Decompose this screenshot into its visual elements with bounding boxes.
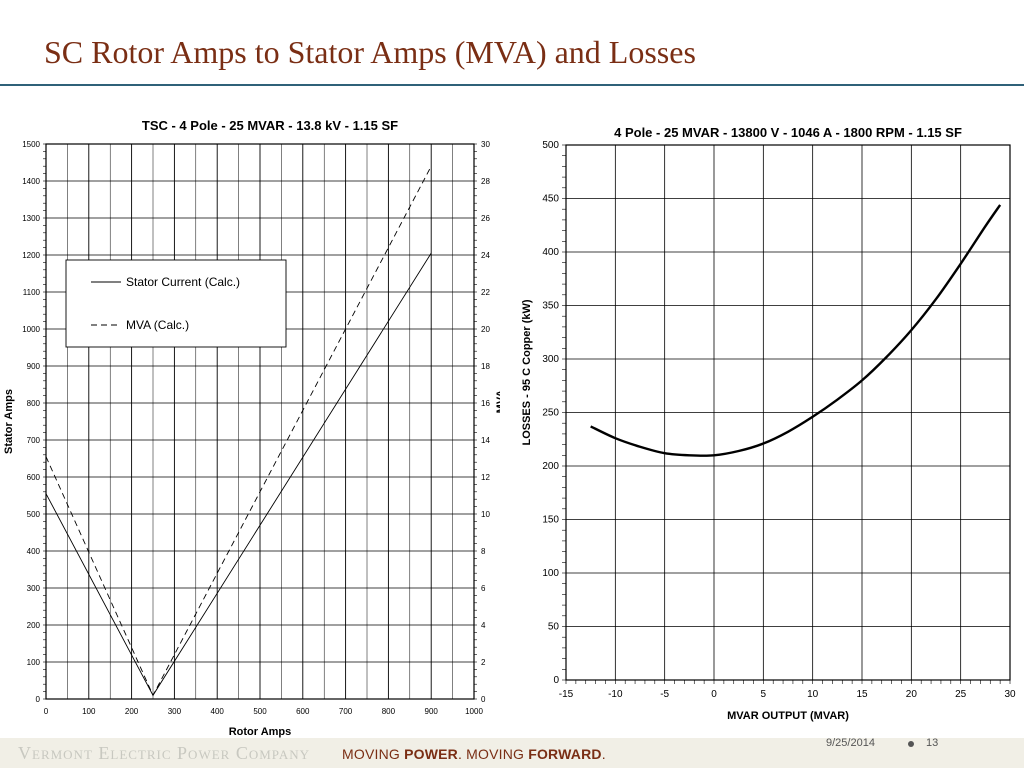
y2-tick-label: 16 xyxy=(481,399,490,408)
tagline-part: . MOVING xyxy=(457,746,529,762)
y-tick-label: 500 xyxy=(27,510,41,519)
y-tick-label: 100 xyxy=(542,568,559,579)
y-tick-label: 450 xyxy=(542,194,559,205)
legend-label: Stator Current (Calc.) xyxy=(126,275,240,289)
y2-tick-label: 30 xyxy=(481,140,490,149)
y2-tick-label: 12 xyxy=(481,473,490,482)
y2-tick-label: 6 xyxy=(481,584,486,593)
y-tick-label: 1400 xyxy=(22,177,40,186)
rotor-stator-chart: 0 100 200 300 400 500 600 700 800 900 100001002003… xyxy=(3,118,500,738)
y-tick-label: 600 xyxy=(27,473,41,482)
y2-axis-label: MVA xyxy=(495,390,500,414)
x-axis-label: Rotor Amps xyxy=(229,726,292,738)
separator-dot xyxy=(908,741,914,747)
y-tick-label: 1000 xyxy=(22,325,40,334)
x-tick-label: 15 xyxy=(856,689,868,700)
y-tick-label: 900 xyxy=(27,362,41,371)
y-tick-label: 1300 xyxy=(22,214,40,223)
x-tick-label: 10 xyxy=(807,689,819,700)
y-tick-label: 0 xyxy=(36,695,41,704)
y2-tick-label: 18 xyxy=(481,362,490,371)
x-tick-label: 5 xyxy=(761,689,767,700)
y-tick-label: 400 xyxy=(542,247,559,258)
y-tick-label: 500 xyxy=(542,140,559,151)
y-tick-label: 200 xyxy=(542,461,559,472)
legend-box xyxy=(65,259,287,348)
x-tick-label: 0 xyxy=(711,689,717,700)
x-tick-label: 0 xyxy=(44,707,49,716)
x-tick-label: 700 xyxy=(339,707,353,716)
x-axis-label: MVAR OUTPUT (MVAR) xyxy=(727,710,849,722)
y-tick-label: 200 xyxy=(27,621,41,630)
y-tick-label: 100 xyxy=(27,658,41,667)
company-name: Vermont Electric Power Company xyxy=(18,743,310,763)
tagline-part: MOVING xyxy=(342,746,405,762)
slide-title: SC Rotor Amps to Stator Amps (MVA) and L… xyxy=(44,34,696,70)
x-tick-label: 1000 xyxy=(465,707,483,716)
x-tick-label: 20 xyxy=(906,689,918,700)
x-tick-label: 300 xyxy=(168,707,182,716)
plot-frame xyxy=(45,143,475,700)
tagline: MOVING POWER. MOVING FORWARD. xyxy=(342,746,606,762)
y-tick-label: 1200 xyxy=(22,251,40,260)
tagline-part: . xyxy=(601,746,606,762)
y2-tick-label: 8 xyxy=(481,547,486,556)
y-tick-label: 300 xyxy=(542,354,559,365)
chart-title: 4 Pole - 25 MVAR - 13800 V - 1046 A - 18… xyxy=(614,125,962,140)
x-tick-label: 800 xyxy=(382,707,396,716)
y-tick-label: 150 xyxy=(542,515,559,526)
x-tick-label: -10 xyxy=(608,689,623,700)
losses-chart: -15 -10 -5 0 5 10 15 20 25 3005010015020025030035… xyxy=(521,125,1016,722)
y-axis-label: Stator Amps xyxy=(3,389,15,454)
y-tick-label: 1100 xyxy=(23,288,41,297)
legend-label: MVA (Calc.) xyxy=(126,318,189,332)
tagline-part: FORWARD xyxy=(528,746,602,762)
y2-tick-label: 24 xyxy=(481,251,490,260)
x-tick-label: 400 xyxy=(211,707,225,716)
y2-tick-label: 10 xyxy=(481,510,490,519)
y-tick-label: 250 xyxy=(542,408,559,419)
y-tick-label: 700 xyxy=(27,436,41,445)
y2-tick-label: 14 xyxy=(481,436,490,445)
footer: Vermont Electric Power Company MOVING PO… xyxy=(0,737,1024,768)
x-tick-label: -5 xyxy=(660,689,669,700)
y-tick-label: 0 xyxy=(553,675,559,686)
y-tick-label: 350 xyxy=(542,301,559,312)
y-axis-label: LOSSES - 95 C Copper (kW) xyxy=(521,299,533,445)
y2-tick-label: 26 xyxy=(481,214,490,223)
y-tick-label: 400 xyxy=(27,547,41,556)
title-rule xyxy=(0,84,1024,86)
chart-title: TSC - 4 Pole - 25 MVAR - 13.8 kV - 1.15 … xyxy=(142,118,398,133)
y-tick-label: 300 xyxy=(27,584,41,593)
x-tick-label: -15 xyxy=(559,689,574,700)
y2-tick-label: 20 xyxy=(481,325,490,334)
y-tick-label: 800 xyxy=(27,399,41,408)
mva-line xyxy=(45,165,432,697)
x-tick-label: 200 xyxy=(125,707,139,716)
y2-tick-label: 4 xyxy=(481,621,486,630)
page-number: 13 xyxy=(926,737,939,749)
y-tick-label: 50 xyxy=(548,622,560,633)
y2-tick-label: 28 xyxy=(481,177,490,186)
losses-curve xyxy=(590,204,1002,457)
x-tick-label: 100 xyxy=(82,707,96,716)
x-tick-label: 25 xyxy=(955,689,967,700)
x-tick-label: 900 xyxy=(425,707,439,716)
plot-frame xyxy=(565,144,1011,681)
x-tick-label: 30 xyxy=(1004,689,1016,700)
tagline-part: POWER xyxy=(404,746,458,762)
x-tick-label: 500 xyxy=(253,707,267,716)
x-tick-label: 600 xyxy=(296,707,310,716)
y2-tick-label: 22 xyxy=(481,288,490,297)
y2-tick-label: 2 xyxy=(481,658,486,667)
slide-date: 9/25/2014 xyxy=(826,737,875,749)
y2-tick-label: 0 xyxy=(481,695,486,704)
y-tick-label: 1500 xyxy=(22,140,40,149)
